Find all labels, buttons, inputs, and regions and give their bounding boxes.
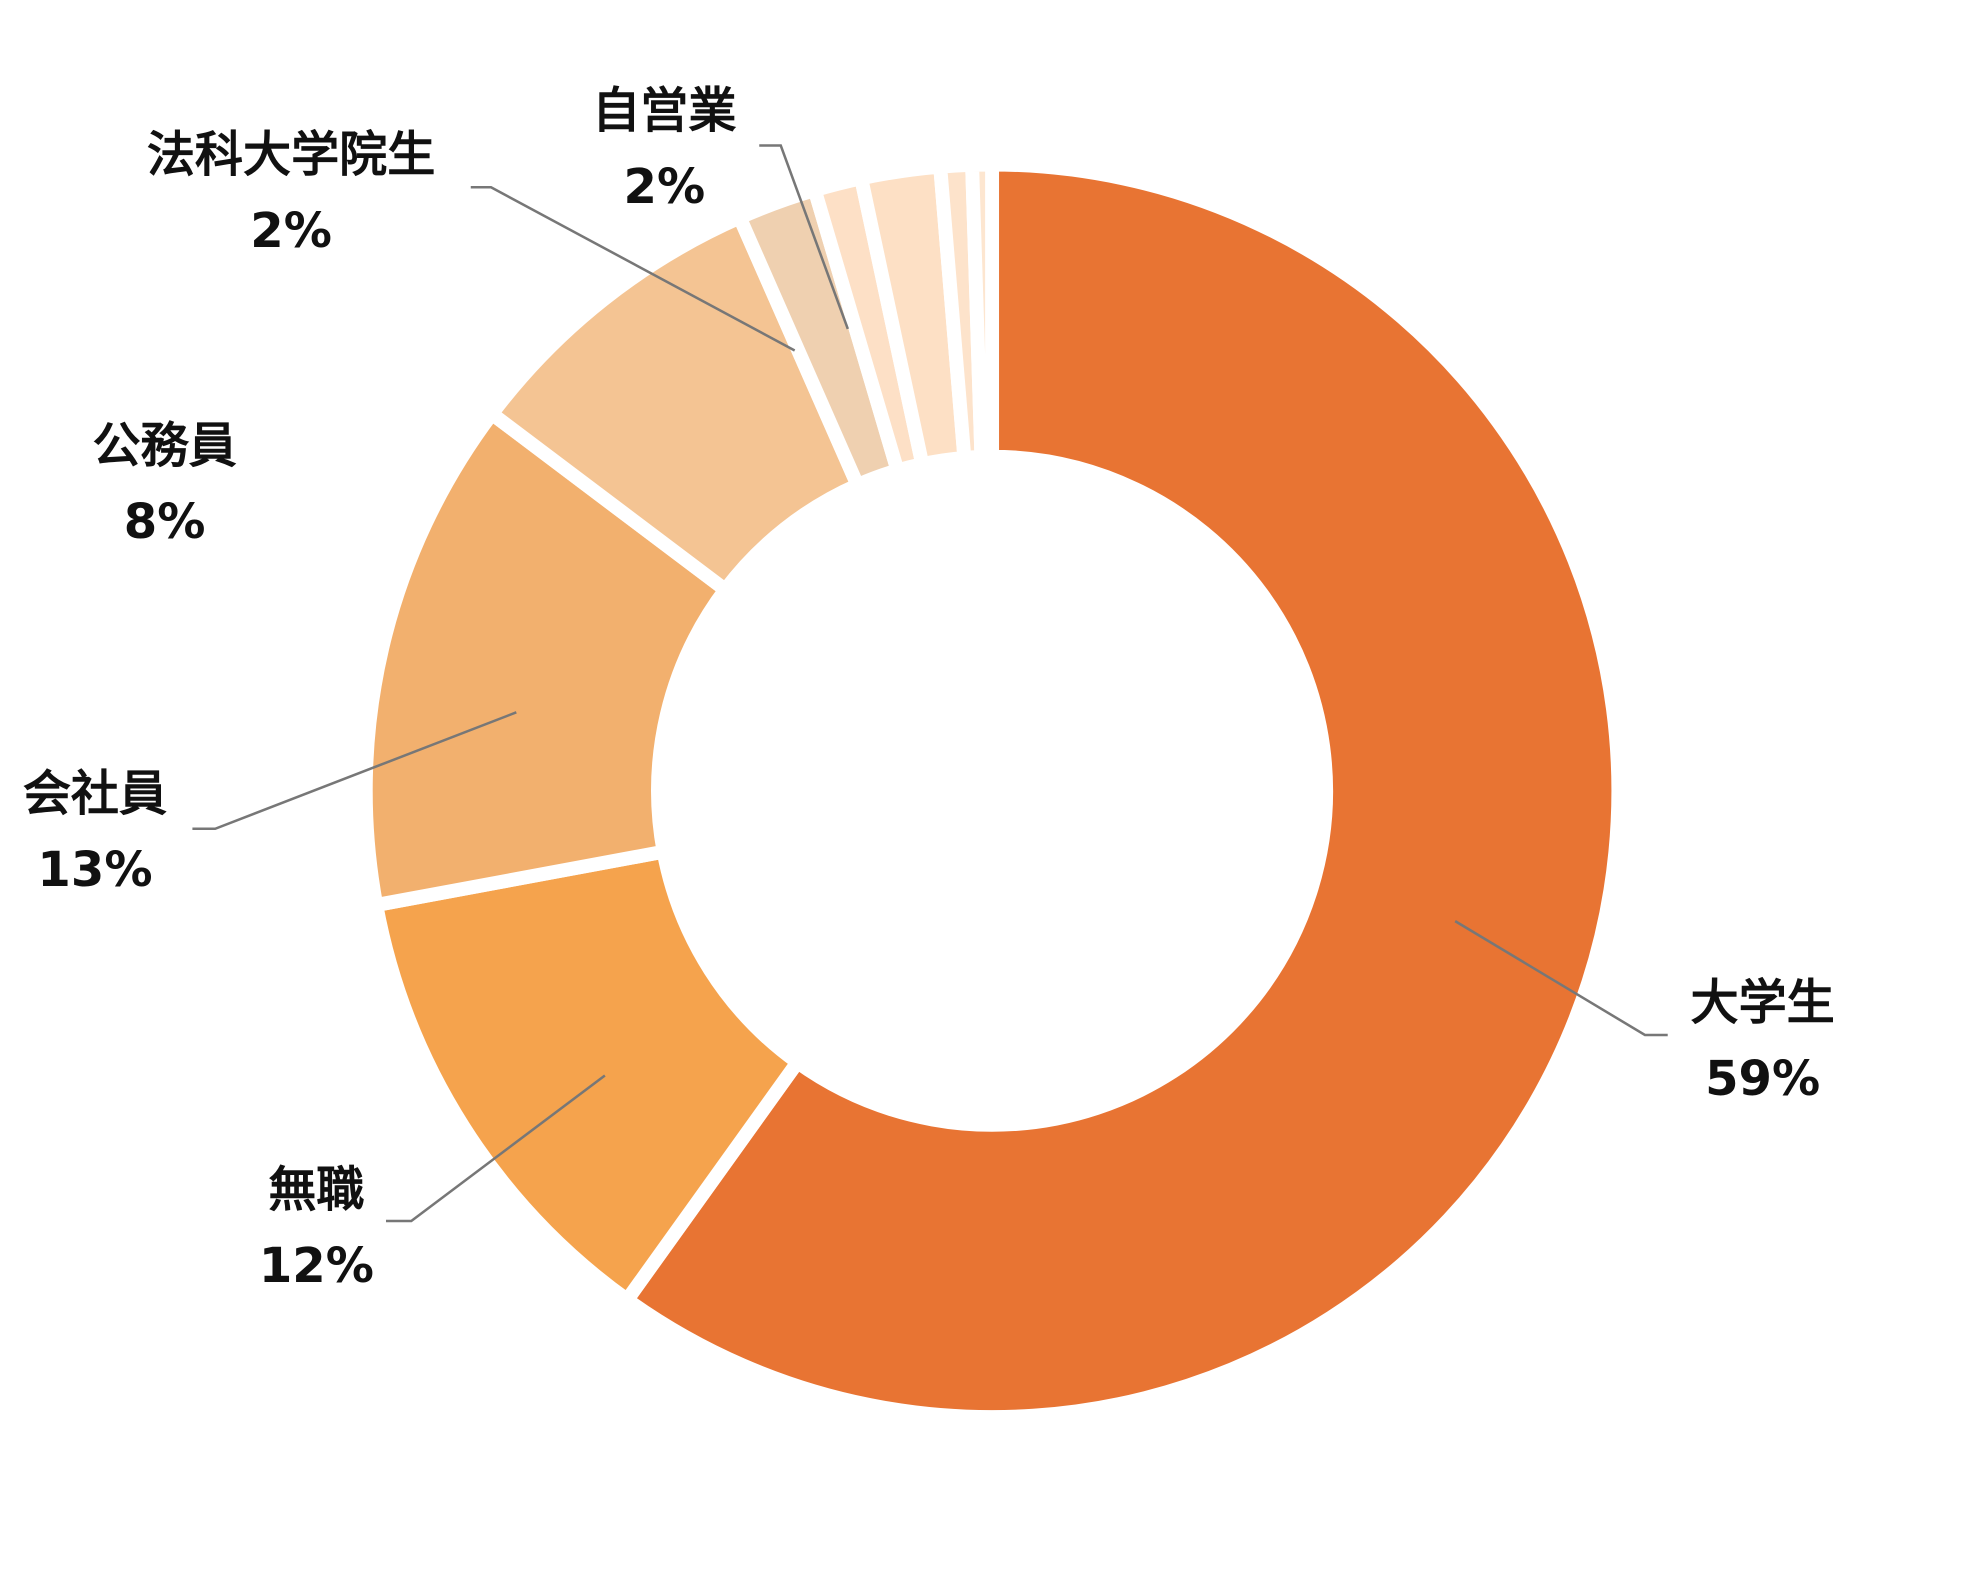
slices bbox=[358, 157, 1626, 1425]
category-label: 大学生 bbox=[1690, 975, 1834, 1031]
slice bbox=[964, 157, 1000, 465]
leader-line bbox=[385, 1074, 606, 1223]
value-label: 59% bbox=[1705, 1051, 1820, 1107]
value-label: 8% bbox=[124, 494, 206, 550]
value-label: 12% bbox=[259, 1238, 374, 1294]
labels: 大学生 59% 無職 12% 会社員 13% 公務員 8% 法科大学院生 2% 自営業 2% bbox=[23, 83, 1835, 1294]
slice bbox=[617, 157, 1626, 1425]
category-label: 公務員 bbox=[92, 418, 236, 474]
value-label: 2% bbox=[250, 203, 332, 259]
leader-line bbox=[1454, 920, 1668, 1037]
category-label: 自営業 bbox=[592, 83, 736, 139]
leader-line bbox=[470, 185, 796, 352]
category-label: 法科大学院生 bbox=[147, 127, 435, 183]
category-label: 会社員 bbox=[23, 766, 167, 822]
value-label: 2% bbox=[624, 159, 706, 215]
value-label: 13% bbox=[37, 842, 152, 898]
leader-line bbox=[759, 144, 850, 330]
leader-line bbox=[192, 711, 517, 831]
slice bbox=[358, 404, 736, 914]
category-label: 無職 bbox=[268, 1162, 364, 1218]
slice bbox=[368, 843, 808, 1310]
